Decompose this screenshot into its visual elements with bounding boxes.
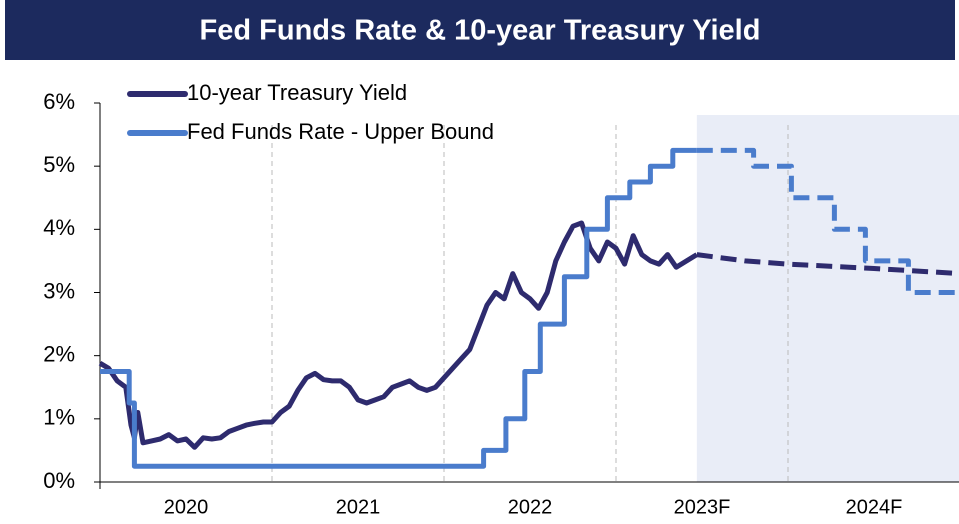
x-tick-label: 2021 <box>336 496 381 518</box>
legend-label: Fed Funds Rate - Upper Bound <box>187 119 494 144</box>
forecast-line <box>696 252 959 277</box>
chart-title: Fed Funds Rate & 10-year Treasury Yield <box>200 15 761 47</box>
title-banner <box>5 0 955 60</box>
forecast-region <box>696 115 959 482</box>
y-tick-label: 6% <box>43 89 75 114</box>
legend-label: 10-year Treasury Yield <box>187 80 407 105</box>
series-line <box>100 147 697 469</box>
y-tick-label: 4% <box>43 215 75 240</box>
x-tick-label: 2023F <box>674 496 731 518</box>
y-tick-label: 5% <box>43 152 75 177</box>
y-tick-label: 2% <box>43 341 75 366</box>
y-tick-label: 0% <box>43 468 75 493</box>
series-line <box>98 220 699 450</box>
y-tick-label: 3% <box>43 278 75 303</box>
x-tick-label: 2020 <box>164 496 209 518</box>
x-tick-label: 2024F <box>846 496 903 518</box>
y-tick-label: 1% <box>43 405 75 430</box>
x-tick-label: 2022 <box>508 496 553 518</box>
forecast-line <box>696 147 959 295</box>
